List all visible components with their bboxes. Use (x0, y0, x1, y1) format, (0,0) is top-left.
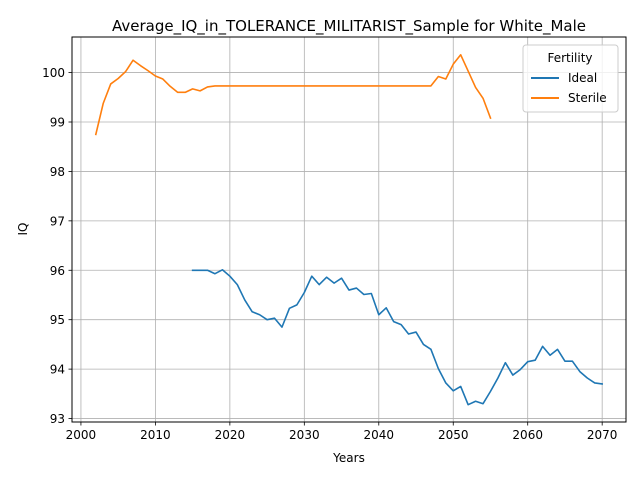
y-axis-ticks: 93 94 95 96 97 98 99 100 (42, 66, 72, 426)
y-tick-label: 99 (50, 116, 65, 130)
y-tick-label: 100 (42, 66, 65, 80)
legend-label-sterile: Sterile (568, 91, 607, 105)
series-line-ideal (191, 268, 604, 406)
x-tick-label: 2030 (289, 428, 320, 442)
series-lines (94, 53, 604, 406)
legend-title: Fertility (547, 51, 592, 65)
legend-box (522, 44, 619, 113)
y-tick-label: 98 (50, 165, 65, 179)
x-axis-label: Years (332, 451, 365, 465)
series-line-sterile (94, 53, 492, 136)
chart-title: Average_IQ_in_TOLERANCE_MILITARIST_Sampl… (112, 17, 586, 36)
y-tick-label: 97 (50, 214, 65, 228)
y-tick-label: 95 (50, 313, 65, 327)
legend: Fertility Ideal Sterile (522, 44, 619, 113)
x-axis-ticks: 2000 2010 2020 2030 2040 2050 2060 2070 (66, 422, 618, 442)
y-tick-label: 93 (50, 412, 65, 426)
y-tick-label: 94 (50, 363, 65, 377)
x-tick-label: 2050 (438, 428, 469, 442)
x-tick-label: 2040 (364, 428, 395, 442)
legend-label-ideal: Ideal (568, 71, 597, 85)
x-tick-label: 2020 (215, 428, 246, 442)
plot-frame (71, 36, 627, 423)
x-tick-label: 2060 (512, 428, 543, 442)
x-tick-label: 2010 (140, 428, 171, 442)
x-tick-label: 2070 (587, 428, 618, 442)
x-tick-label: 2000 (66, 428, 97, 442)
y-axis-label: IQ (16, 223, 30, 236)
y-tick-label: 96 (50, 264, 65, 278)
